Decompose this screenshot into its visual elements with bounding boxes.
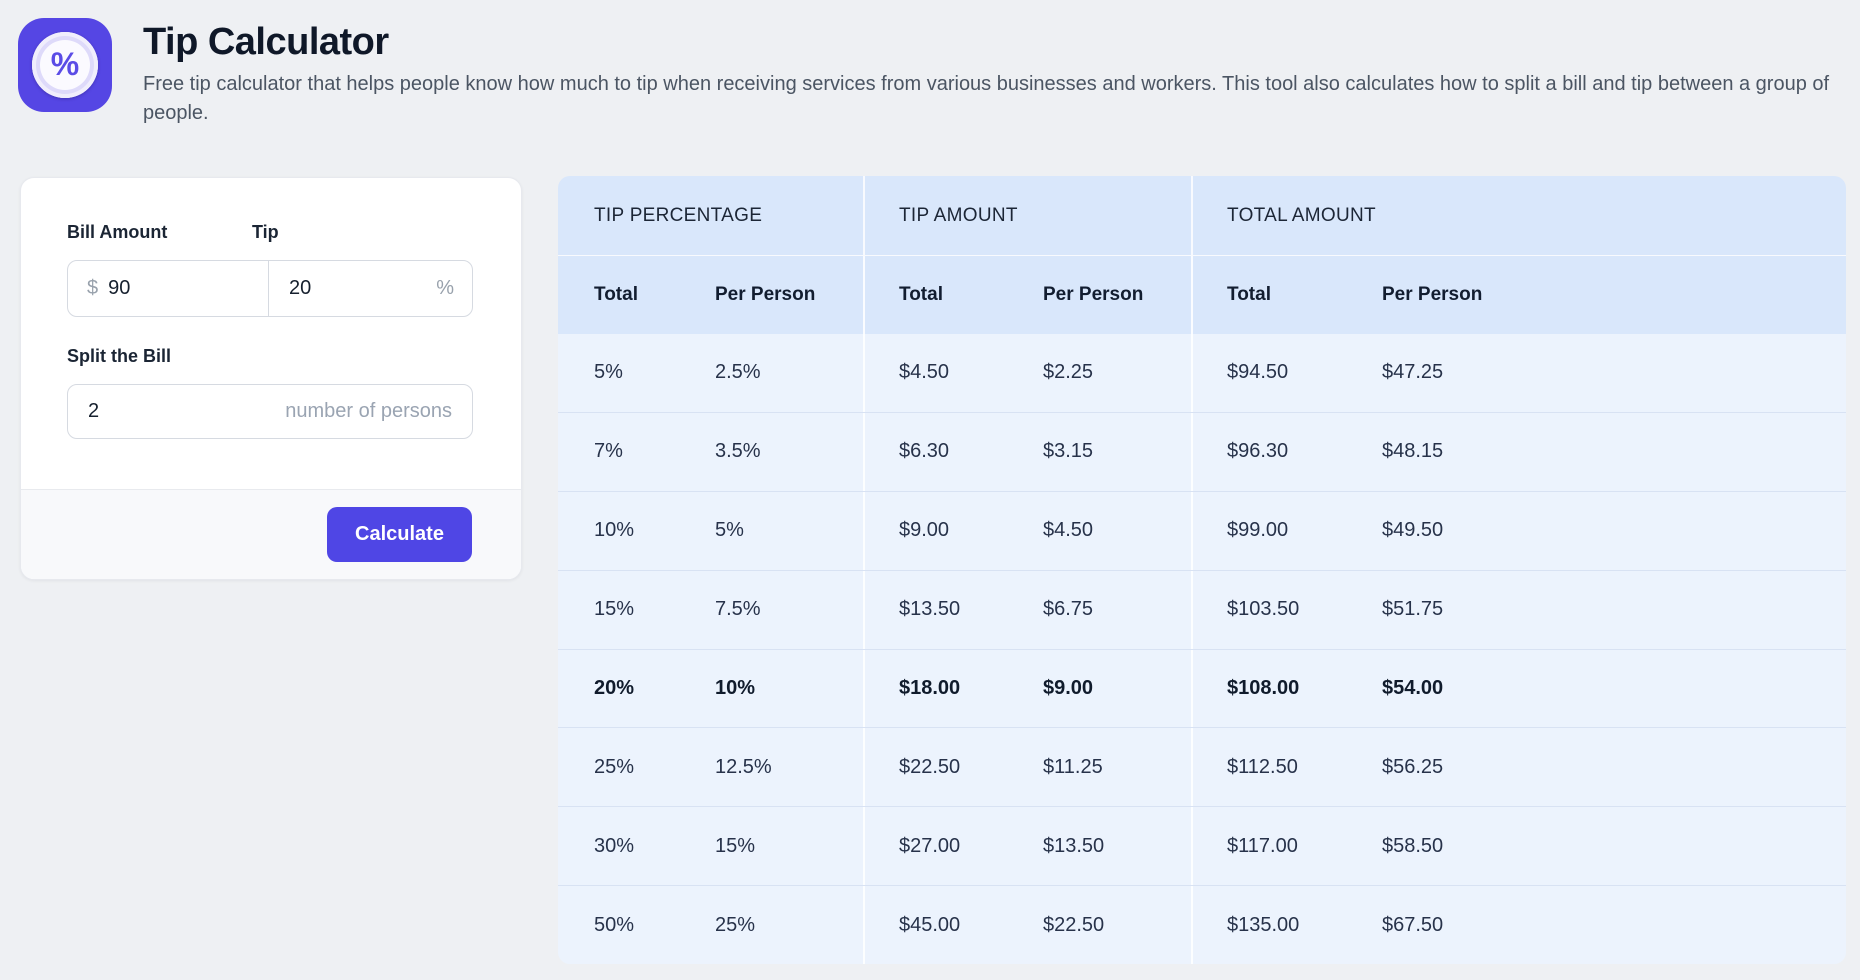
tip-label: Tip [252,222,279,242]
group-header-tip-amount: TIP AMOUNT [863,176,1191,255]
table-row: 15% 7.5% $13.50 $6.75 $103.50 $51.75 [558,569,1846,649]
percent-suffix: % [436,277,454,299]
table-cell: 50% [594,913,635,936]
table-cell: $13.50 [1043,834,1105,857]
subheader-per-person: Per Person [1382,284,1483,305]
table-cell: $3.15 [1043,440,1094,463]
table-cell: $96.30 [1191,412,1382,491]
table-cell: 25% [715,913,756,936]
table-cell: $67.50 [1382,913,1444,936]
table-cell: $135.00 [1191,886,1382,964]
table-cell: $103.50 [1191,570,1382,649]
split-bill-label: Split the Bill [67,346,172,366]
table-body: 5% 2.5% $4.50 $2.25 $94.50 $47.25 7% 3.5% $6.30 $… [558,334,1846,964]
table-cell: $58.50 [1382,834,1444,857]
table-cell: 3.5% [715,440,761,463]
page-description: Free tip calculator that helps people kn… [143,73,1830,124]
table-cell: $94.50 [1191,334,1382,412]
table-cell: $6.75 [1043,598,1094,621]
table-cell: $9.00 [863,491,1043,570]
table-cell: $22.50 [1043,913,1105,936]
table-cell: $47.25 [1382,361,1444,384]
table-cell: $48.15 [1382,440,1444,463]
table-group-header-row: TIP PERCENTAGE TIP AMOUNT TOTAL AMOUNT [558,176,1846,255]
split-bill-field[interactable]: number of persons [67,384,473,439]
table-row: 7% 3.5% $6.30 $3.15 $96.30 $48.15 [558,411,1846,491]
table-row: 10% 5% $9.00 $4.50 $99.00 $49.50 [558,490,1846,570]
table-cell: 7% [594,440,623,463]
table-cell: $117.00 [1191,807,1382,886]
subheader-per-person: Per Person [1043,284,1144,305]
table-cell: $2.25 [1043,361,1094,384]
split-bill-hint: number of persons [285,400,452,422]
app-logo: % [18,18,112,112]
table-cell: 10% [715,676,756,699]
tip-input[interactable] [289,277,437,300]
table-cell: 5% [715,519,744,542]
table-cell: $4.50 [863,334,1043,412]
table-row: 20% 10% $18.00 $9.00 $108.00 $54.00 [558,648,1846,728]
group-header-tip-percentage: TIP PERCENTAGE [594,204,763,226]
table-cell: $99.00 [1191,491,1382,570]
page-title: Tip Calculator [143,21,389,63]
bill-amount-label: Bill Amount [67,222,168,242]
table-cell: $11.25 [1043,755,1103,778]
table-cell: 15% [594,598,635,621]
table-subheader-row: Total Per Person Total Per Person Total … [558,255,1846,334]
group-header-total-amount: TOTAL AMOUNT [1191,176,1846,255]
table-cell: $49.50 [1382,519,1444,542]
page-header: Tip Calculator Free tip calculator that … [143,20,1854,128]
subheader-per-person: Per Person [715,284,816,305]
subheader-total: Total [1191,256,1382,334]
table-cell: $13.50 [863,570,1043,649]
currency-prefix: $ [87,277,99,299]
table-cell: $9.00 [1043,676,1094,699]
calculator-card: Bill Amount Tip $ % Split the Bill numbe… [20,177,522,580]
percent-glyph: % [50,46,80,82]
table-cell: $6.30 [863,412,1043,491]
table-cell: 20% [594,676,635,699]
tip-results-table: TIP PERCENTAGE TIP AMOUNT TOTAL AMOUNT T… [558,176,1846,964]
table-row: 25% 12.5% $22.50 $11.25 $112.50 $56.25 [558,727,1846,807]
subheader-total: Total [594,284,638,305]
table-cell: 25% [594,755,635,778]
table-cell: $108.00 [1191,649,1382,728]
bill-amount-input[interactable] [108,277,256,300]
percent-badge-icon: % [32,32,98,98]
table-cell: 7.5% [715,598,761,621]
tip-field[interactable]: % [269,261,472,316]
table-row: 30% 15% $27.00 $13.50 $117.00 $58.50 [558,806,1846,886]
calculate-button[interactable]: Calculate [327,507,472,562]
table-cell: $27.00 [863,807,1043,886]
table-cell: $22.50 [863,728,1043,807]
bill-amount-field[interactable]: $ [68,261,269,316]
table-cell: $18.00 [863,649,1043,728]
table-cell: 30% [594,834,635,857]
table-cell: 5% [594,361,623,384]
table-row: 5% 2.5% $4.50 $2.25 $94.50 $47.25 [558,334,1846,412]
table-cell: $54.00 [1382,676,1444,699]
table-cell: $112.50 [1191,728,1382,807]
table-cell: $56.25 [1382,755,1444,778]
subheader-total: Total [863,256,1043,334]
table-cell: $45.00 [863,886,1043,964]
table-cell: 2.5% [715,361,761,384]
table-cell: 10% [594,519,635,542]
table-cell: $4.50 [1043,519,1094,542]
bill-tip-input-group: $ % [67,260,473,317]
table-cell: $51.75 [1382,598,1444,621]
table-cell: 12.5% [715,755,772,778]
split-bill-input[interactable] [88,400,286,423]
table-cell: 15% [715,834,756,857]
card-footer: Calculate [21,489,521,579]
table-row: 50% 25% $45.00 $22.50 $135.00 $67.50 [558,885,1846,964]
